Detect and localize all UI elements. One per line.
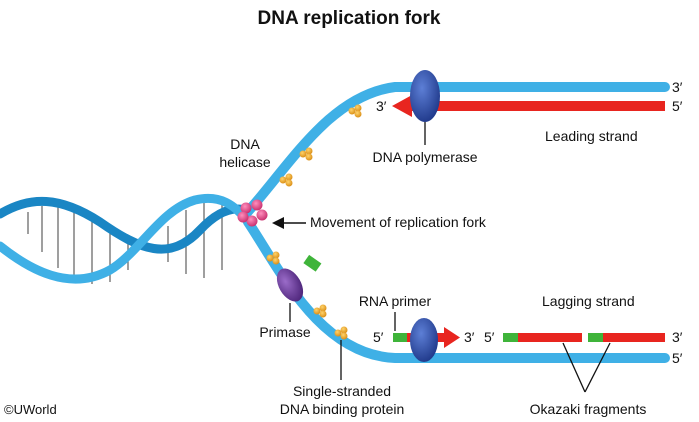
- copyright-label: ©UWorld: [4, 402, 57, 417]
- end-label-bottom-5: 5′: [672, 350, 683, 366]
- helicase-label-line2: helicase: [219, 154, 271, 170]
- dna-polymerase-lagging: [410, 318, 438, 362]
- ssb-proteins-bottom: [266, 251, 348, 340]
- dna-polymerase-leading: [410, 70, 440, 122]
- ssb-label-line1: Single-stranded: [293, 383, 391, 399]
- parental-strand-bottom: [243, 217, 670, 363]
- parental-strand-top: [240, 82, 670, 220]
- page-title: DNA replication fork: [258, 8, 441, 29]
- helix-strand-front: [0, 193, 253, 284]
- okazaki-fragment-2: [603, 333, 665, 342]
- ssb-proteins-top: [279, 104, 362, 187]
- primase-enzyme: [276, 268, 304, 302]
- okazaki-primer-1: [503, 333, 518, 342]
- end-label-okazaki-5: 5′: [484, 329, 495, 345]
- free-primer: [303, 254, 322, 272]
- okazaki-fragments: [503, 333, 665, 342]
- end-label-lagging-3: 3′: [464, 329, 475, 345]
- lagging-strand-label: Lagging strand: [542, 293, 635, 309]
- okazaki-pointers: [562, 342, 611, 393]
- okazaki-fragment-1: [518, 333, 582, 342]
- movement-arrow: [272, 217, 306, 229]
- dna-polymerase-label: DNA polymerase: [372, 149, 477, 165]
- end-label-leading-3: 3′: [376, 98, 387, 114]
- okazaki-primer-2: [588, 333, 603, 342]
- movement-label: Movement of replication fork: [310, 214, 487, 230]
- dna-helicase: [237, 199, 268, 227]
- primase-label: Primase: [259, 324, 311, 340]
- helix-strand-back: [0, 196, 250, 254]
- helicase-label-line1: DNA: [230, 136, 260, 152]
- end-label-leading-5: 5′: [672, 98, 683, 114]
- rna-primer-label: RNA primer: [359, 293, 432, 309]
- ssb-label-line2: DNA binding protein: [280, 401, 405, 417]
- rna-primer-segment: [393, 333, 407, 342]
- okazaki-label: Okazaki fragments: [530, 401, 647, 417]
- leading-strand-new: [392, 95, 665, 117]
- end-label-lagging-5: 5′: [373, 329, 384, 345]
- end-label-top-3: 3′: [672, 79, 683, 95]
- leading-strand-label: Leading strand: [545, 128, 638, 144]
- end-label-okazaki-3: 3′: [672, 329, 683, 345]
